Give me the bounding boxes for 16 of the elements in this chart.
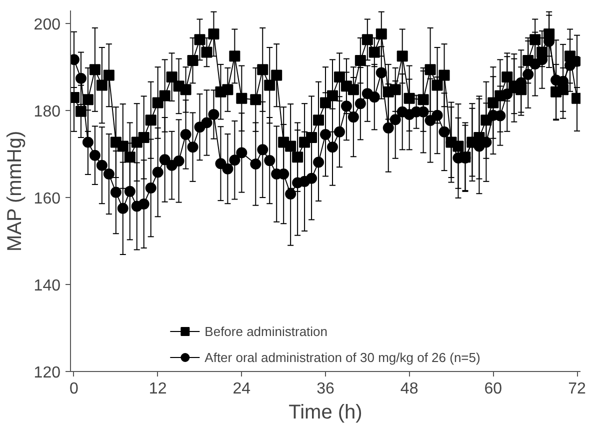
y-axis-title: MAP (mmHg)	[4, 130, 26, 252]
x-axis-title: Time (h)	[288, 402, 362, 424]
y-tick-label: 140	[34, 278, 61, 295]
x-tick-label: 72	[568, 380, 586, 398]
y-tick-label: 120	[34, 364, 61, 382]
x-tick-label: 0	[70, 380, 79, 398]
x-tick-label: 48	[400, 380, 418, 398]
y-tick-label: 160	[34, 190, 61, 208]
x-tick-label: 36	[316, 380, 334, 398]
x-tick-label: 24	[232, 380, 251, 398]
x-tick-label: 12	[148, 380, 167, 398]
y-tick-label: 180	[34, 104, 61, 121]
legend-label: Before administration	[204, 324, 328, 338]
x-tick-label: 60	[484, 380, 502, 398]
legend-label: After oral administration of 30 mg/kg of 26 (n=5)	[204, 350, 480, 364]
y-tick-label: 200	[34, 16, 61, 34]
